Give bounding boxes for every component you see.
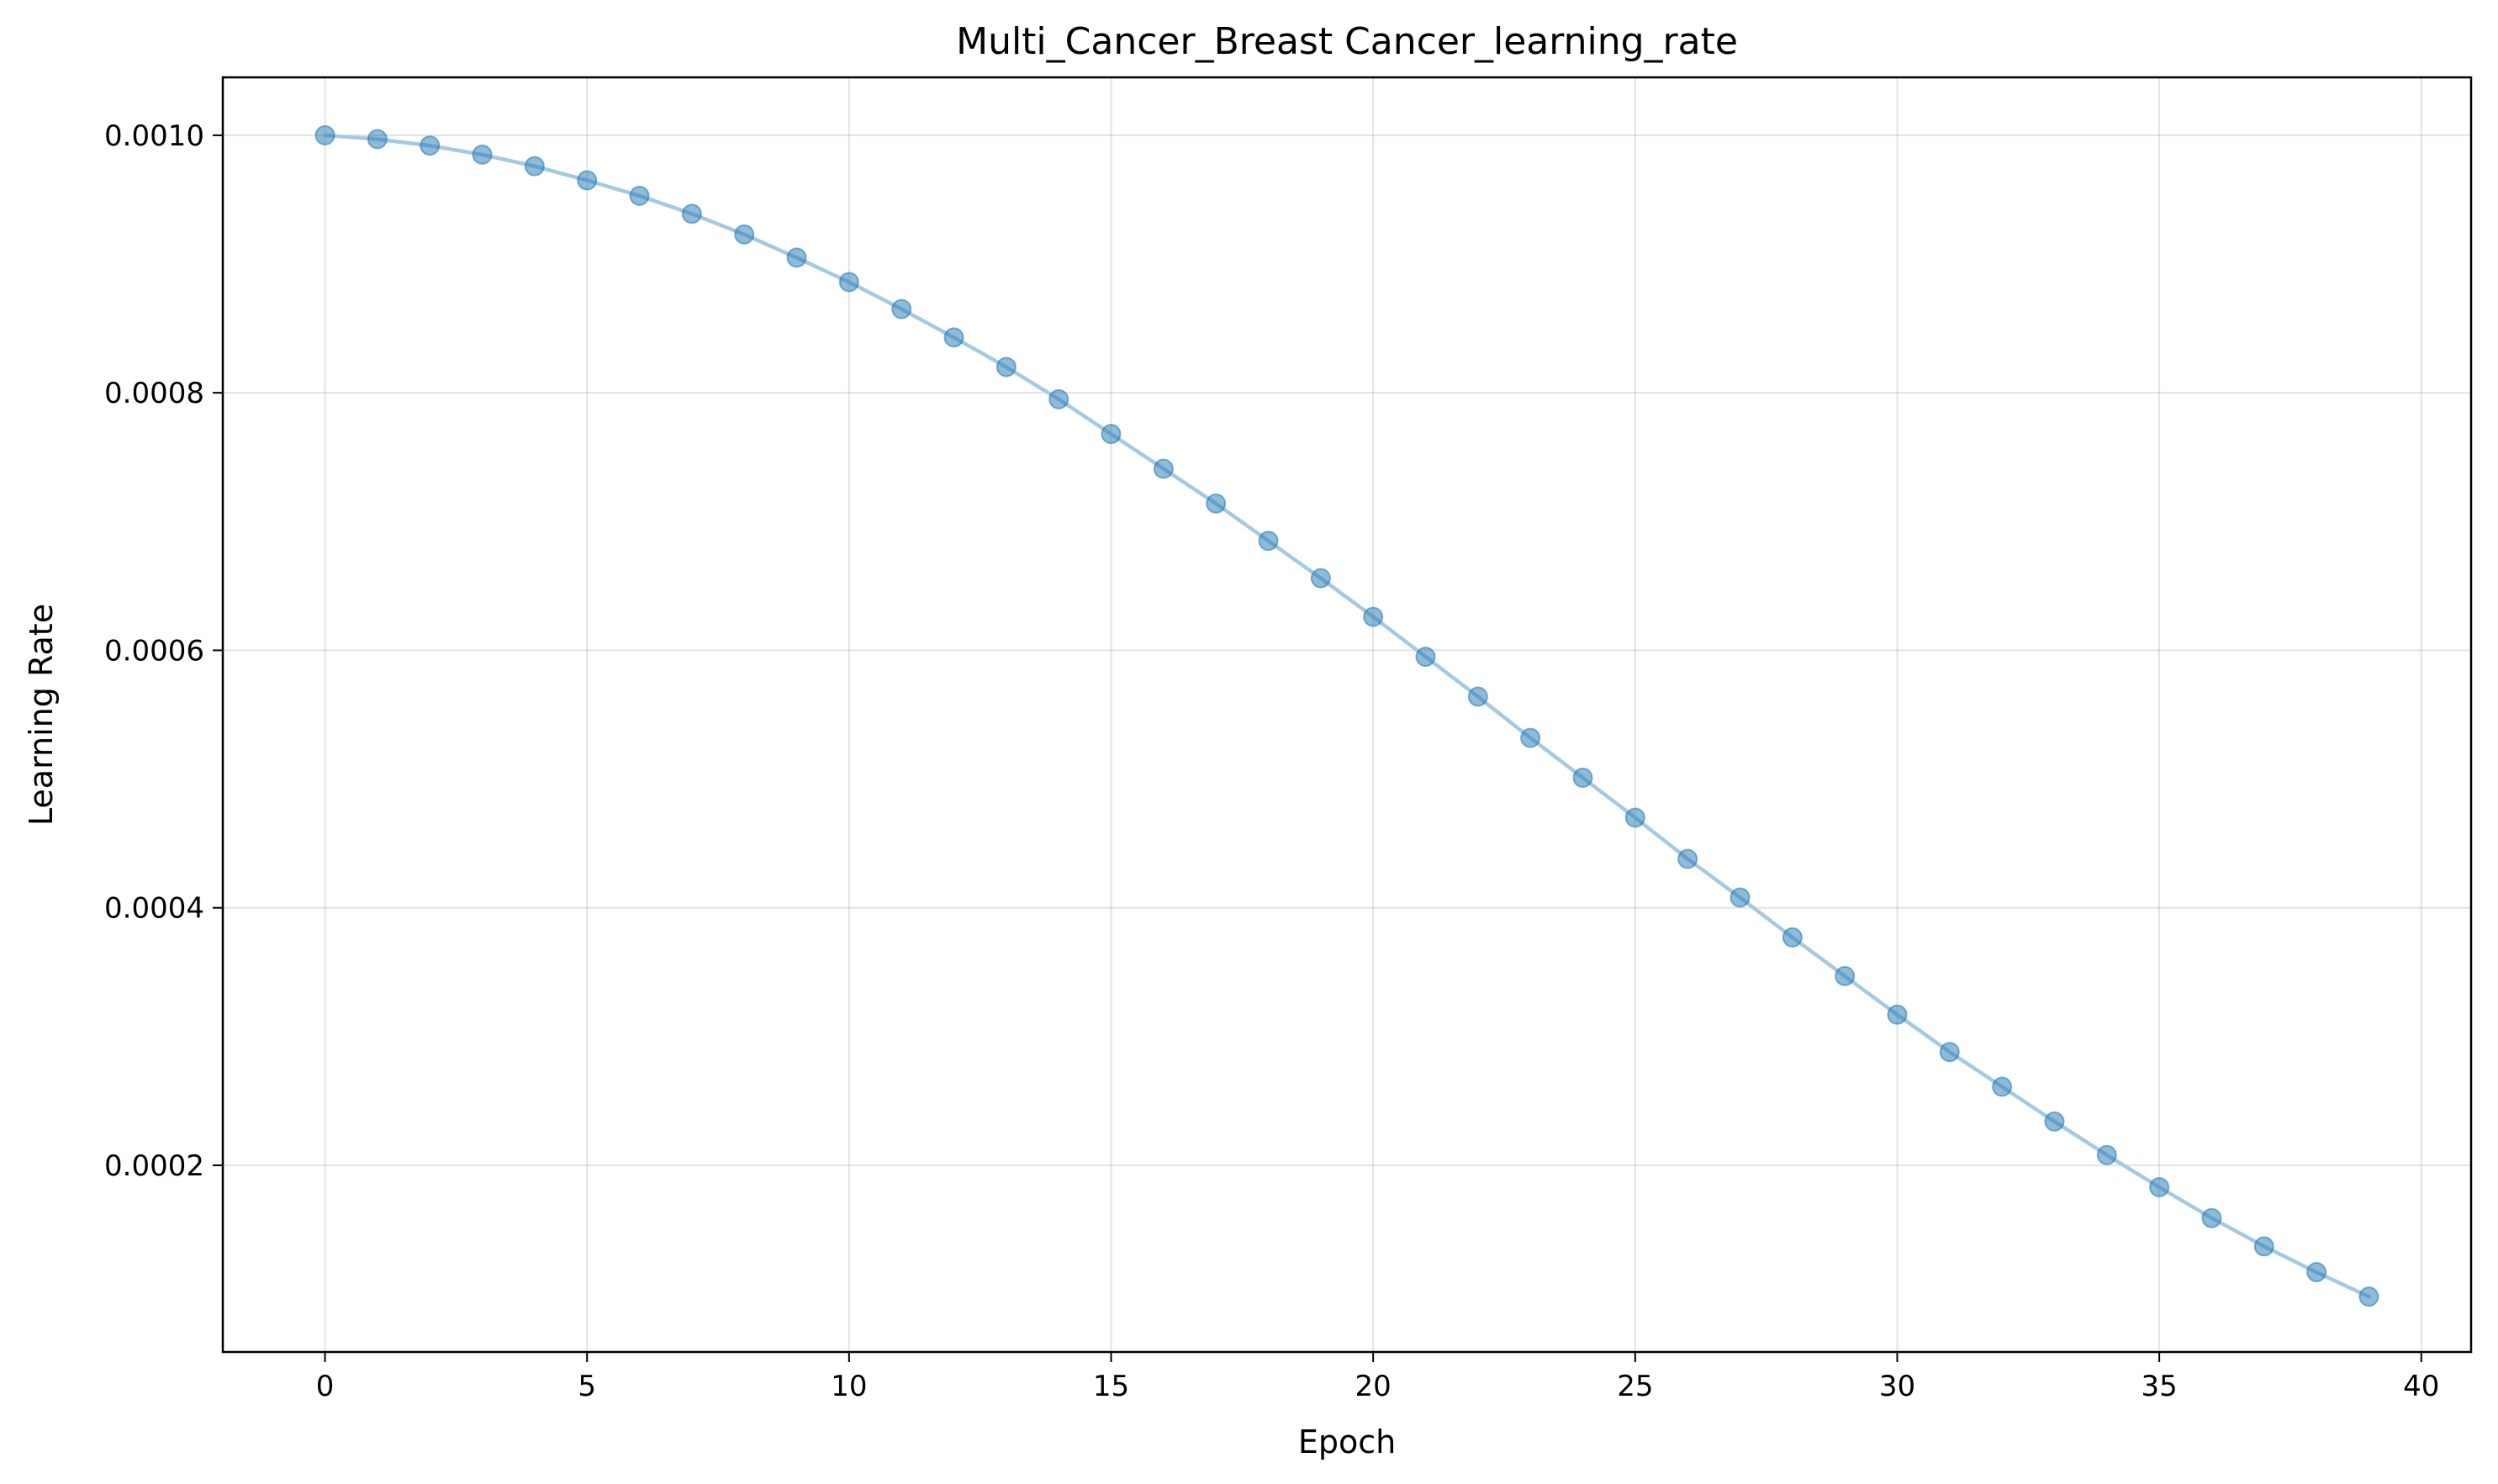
x-tick-label: 5 [578, 1370, 596, 1403]
data-point [1310, 568, 1331, 589]
x-tick-label: 30 [1879, 1370, 1915, 1403]
data-point [1048, 388, 1069, 409]
data-point [1624, 807, 1645, 828]
data-point [996, 356, 1017, 378]
data-point [524, 156, 545, 177]
data-point [577, 170, 598, 191]
x-tick-label: 35 [2141, 1370, 2177, 1403]
data-point [838, 272, 859, 293]
data-point [681, 203, 702, 224]
y-axis-label: Learning Rate [23, 604, 60, 826]
plot-frame [221, 76, 2473, 1354]
data-point [1415, 647, 1436, 668]
data-point [2149, 1176, 2170, 1197]
data-point [1258, 531, 1279, 552]
data-point [1677, 848, 1698, 869]
chart-title: Multi_Cancer_Breast Cancer_learning_rate [956, 20, 1738, 63]
data-point [1887, 1004, 1908, 1025]
series-line [323, 133, 2371, 1299]
data-point [367, 129, 388, 150]
data-point [2253, 1236, 2274, 1257]
data-point [734, 224, 755, 245]
data-point [629, 185, 650, 206]
data-point [1939, 1042, 1960, 1063]
x-tick-label: 0 [316, 1370, 335, 1403]
data-point [786, 247, 807, 268]
y-tick-label: 0.0002 [104, 1149, 204, 1183]
data-point [1835, 965, 1856, 986]
data-point [943, 327, 964, 348]
x-tick-label: 15 [1093, 1370, 1129, 1403]
data-point [2358, 1286, 2379, 1307]
x-axis-label: Epoch [1298, 1423, 1396, 1460]
data-point [891, 298, 912, 320]
data-point [420, 135, 441, 156]
x-tick-label: 40 [2403, 1370, 2439, 1403]
y-tick-label: 0.0004 [104, 892, 204, 926]
data-point [314, 124, 335, 145]
data-point [1730, 887, 1751, 908]
ticks-group: 0 5 10 15 20 25 30 35 40 0.0002 0.0004 0.0006 0.0008… [104, 119, 2439, 1403]
x-tick-label: 10 [831, 1370, 867, 1403]
data-point [1101, 424, 1122, 445]
data-point [1363, 606, 1384, 627]
data-point [2306, 1262, 2327, 1283]
data-point [472, 144, 493, 165]
y-tick-label: 0.0008 [104, 377, 204, 410]
data-point [1520, 727, 1541, 748]
series-group [314, 124, 2379, 1307]
data-point [1206, 493, 1227, 514]
y-tick-label: 0.0006 [104, 634, 204, 668]
data-point [1153, 458, 1174, 479]
data-point [2201, 1207, 2222, 1228]
grid-lines [223, 77, 2471, 1352]
data-point [2096, 1144, 2117, 1165]
y-tick-label: 0.0010 [104, 119, 204, 153]
x-tick-label: 25 [1617, 1370, 1653, 1403]
data-point [2044, 1111, 2065, 1132]
x-tick-label: 20 [1355, 1370, 1392, 1403]
data-point [1992, 1076, 2013, 1097]
data-point [1572, 768, 1593, 789]
data-point [1782, 927, 1803, 948]
data-point [1467, 686, 1488, 707]
